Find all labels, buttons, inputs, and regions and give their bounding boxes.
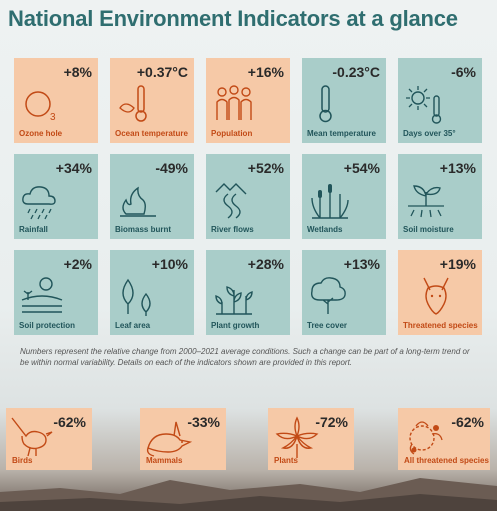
footnote: Numbers represent the relative change fr… (20, 347, 470, 367)
tile-label: Plant growth (211, 321, 260, 330)
tile-plant-growth[interactable]: +28% Plant growth (206, 250, 290, 335)
tile-biomass-burnt[interactable]: -49% Biomass burnt (110, 154, 194, 239)
tile-value: +2% (63, 256, 92, 272)
tile-all-threatened-species[interactable]: -62% All threatened species (398, 408, 490, 470)
tile-label: Soil protection (19, 321, 75, 330)
tile-river-flows[interactable]: +52% River flows (206, 154, 290, 239)
tile-label: Threatened species (403, 321, 478, 330)
tile-value: +16% (247, 64, 284, 80)
ground-cover-icon (21, 277, 63, 313)
page-title: National Environment Indicators at a gla… (8, 6, 458, 31)
tile-value: +52% (247, 160, 284, 176)
tile-value: +13% (343, 256, 380, 272)
tile-value: +8% (63, 64, 92, 80)
tile-days-over-35[interactable]: -6% Days over 35° (398, 58, 482, 143)
species-value: -62% (451, 414, 484, 430)
tile-population[interactable]: +16% Population (206, 58, 290, 143)
rain-cloud-icon (22, 186, 56, 220)
tile-mammals[interactable]: -33% Mammals (140, 408, 226, 470)
tile-soil-protection[interactable]: +2% Soil protection (14, 250, 98, 335)
flower-icon (275, 416, 319, 458)
tile-label: Rainfall (19, 225, 48, 234)
species-value: -33% (187, 414, 220, 430)
tile-birds[interactable]: -62% Birds (6, 408, 92, 470)
reeds-icon (311, 184, 349, 219)
tile-label: Population (211, 129, 253, 138)
tile-value: +19% (439, 256, 476, 272)
species-label: Mammals (146, 456, 183, 465)
tile-value: +34% (55, 160, 92, 176)
species-label: Birds (12, 456, 33, 465)
species-label: Plants (274, 456, 299, 465)
kangaroo-icon (423, 277, 449, 315)
tile-ozone-hole[interactable]: 3 +8% Ozone hole (14, 58, 98, 143)
sprout-icon (408, 185, 444, 218)
river-icon (215, 183, 247, 219)
tile-value: +28% (247, 256, 284, 272)
tile-label: Tree cover (307, 321, 348, 330)
tile-label: Soil moisture (403, 225, 454, 234)
leaf-icon (122, 278, 151, 316)
tile-label: Days over 35° (403, 129, 456, 138)
tile-leaf-area[interactable]: +10% Leaf area (110, 250, 194, 335)
tile-value: +54% (343, 160, 380, 176)
tile-label: Wetlands (307, 225, 343, 234)
tile-value: +0.37°C (136, 64, 188, 80)
species-value: -62% (53, 414, 86, 430)
ozone-icon: 3 (25, 91, 56, 123)
species-icon (409, 421, 443, 455)
hot-sun-icon (406, 86, 442, 124)
tile-threatened-species[interactable]: +19% Threatened species (398, 250, 482, 335)
svg-text:3: 3 (50, 112, 56, 123)
tile-value: +10% (151, 256, 188, 272)
species-label: All threatened species (404, 456, 489, 465)
tile-value: -6% (451, 64, 476, 80)
tile-tree-cover[interactable]: +13% Tree cover (302, 250, 386, 335)
landscape-background (0, 478, 497, 511)
tile-value: -0.23°C (332, 64, 380, 80)
tile-value: +13% (439, 160, 476, 176)
tree-icon (310, 277, 346, 314)
tile-mean-temperature[interactable]: -0.23°C Mean temperature (302, 58, 386, 143)
species-value: -72% (315, 414, 348, 430)
tile-value: -49% (155, 160, 188, 176)
tile-label: Mean temperature (307, 129, 376, 138)
tile-label: River flows (211, 225, 254, 234)
bird-icon (11, 417, 53, 457)
tile-label: Biomass burnt (115, 225, 172, 234)
tile-plants[interactable]: -72% Plants (268, 408, 354, 470)
ocean-thermometer-icon (119, 85, 147, 122)
tile-rainfall[interactable]: +34% Rainfall (14, 154, 98, 239)
tile-label: Ozone hole (19, 129, 63, 138)
tile-wetlands[interactable]: +54% Wetlands (302, 154, 386, 239)
fire-tree-icon (120, 186, 156, 217)
plants-icon (215, 286, 253, 315)
people-icon (216, 85, 252, 120)
tile-label: Ocean temperature (115, 129, 188, 138)
tile-label: Leaf area (115, 321, 151, 330)
bilby-icon (146, 421, 193, 457)
thermometer-icon (319, 85, 332, 123)
tile-ocean-temperature[interactable]: +0.37°C Ocean temperature (110, 58, 194, 143)
tile-soil-moisture[interactable]: +13% Soil moisture (398, 154, 482, 239)
